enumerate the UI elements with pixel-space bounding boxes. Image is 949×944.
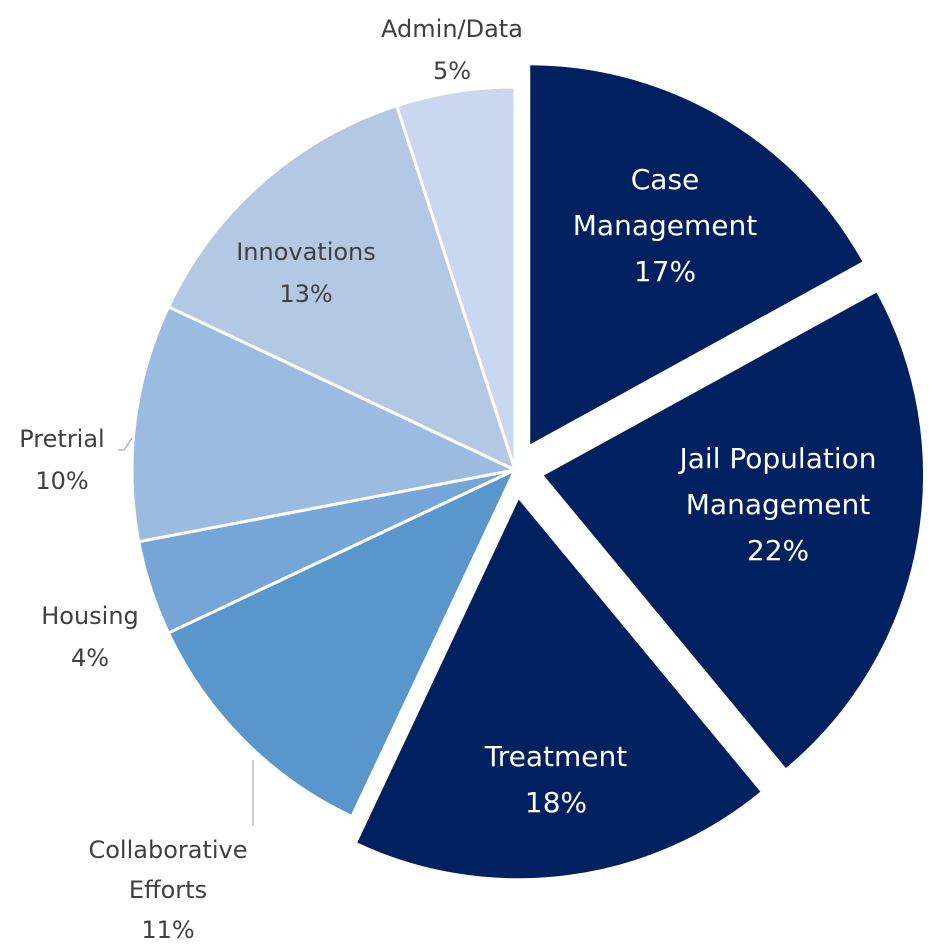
pie-slice	[353, 494, 765, 882]
value-label: 5%	[432, 57, 472, 85]
category-label: Collaborative Efforts	[88, 836, 248, 904]
slice-label: Treatment 18%	[456, 734, 656, 826]
slice-label: Case Management 17%	[565, 157, 765, 295]
slice-label: Jail Population Management 22%	[658, 436, 898, 574]
value-label: 18%	[524, 786, 588, 819]
category-label: Admin/Data	[381, 15, 523, 43]
pie-slice	[539, 288, 927, 773]
leader-line	[118, 437, 133, 451]
value-label: 17%	[633, 255, 697, 288]
value-label: 22%	[746, 534, 810, 567]
category-label: Case Management	[572, 163, 758, 242]
slice-label: Housing 4%	[15, 595, 165, 679]
value-label: 11%	[141, 916, 195, 944]
slice-label: Innovations 13%	[206, 231, 406, 315]
category-label: Housing	[41, 602, 139, 630]
value-label: 4%	[70, 644, 110, 672]
slice-label: Collaborative Efforts 11%	[73, 830, 263, 944]
category-label: Treatment	[484, 740, 628, 773]
pie-slice	[527, 62, 867, 450]
category-label: Pretrial	[19, 425, 105, 453]
category-label: Jail Population Management	[679, 442, 877, 521]
pie-slice	[166, 466, 519, 819]
category-label: Innovations	[236, 238, 376, 266]
slice-label: Admin/Data 5%	[352, 8, 552, 92]
value-label: 13%	[279, 280, 333, 308]
pie-slice	[130, 304, 520, 544]
value-label: 10%	[35, 467, 89, 495]
slice-label: Pretrial 10%	[2, 418, 122, 502]
pie-slice	[166, 103, 518, 473]
